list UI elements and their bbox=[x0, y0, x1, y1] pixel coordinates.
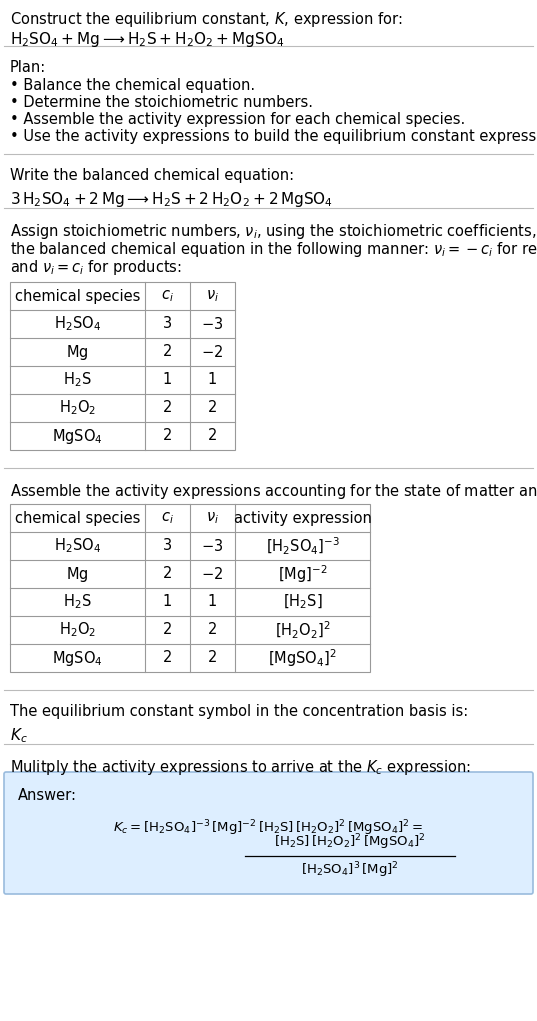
Text: $\mathrm{H_2O_2}$: $\mathrm{H_2O_2}$ bbox=[59, 398, 96, 418]
Text: 2: 2 bbox=[163, 650, 172, 666]
Text: $\mathrm{Mg}$: $\mathrm{Mg}$ bbox=[66, 565, 89, 583]
Text: $[\mathrm{H_2S}]\,[\mathrm{H_2O_2}]^2\,[\mathrm{MgSO_4}]^2$: $[\mathrm{H_2S}]\,[\mathrm{H_2O_2}]^2\,[… bbox=[274, 832, 426, 852]
Text: $\mathrm{H_2SO_4}$: $\mathrm{H_2SO_4}$ bbox=[54, 537, 101, 555]
Text: $\mathrm{MgSO_4}$: $\mathrm{MgSO_4}$ bbox=[52, 427, 103, 445]
FancyBboxPatch shape bbox=[4, 772, 533, 894]
Text: 2: 2 bbox=[163, 623, 172, 637]
Text: the balanced chemical equation in the following manner: $\nu_i = -c_i$ for react: the balanced chemical equation in the fo… bbox=[10, 240, 537, 259]
Text: 2: 2 bbox=[208, 400, 217, 416]
Text: Assign stoichiometric numbers, $\nu_i$, using the stoichiometric coefficients, $: Assign stoichiometric numbers, $\nu_i$, … bbox=[10, 222, 537, 241]
Text: 2: 2 bbox=[163, 429, 172, 443]
Text: $\mathrm{Mg}$: $\mathrm{Mg}$ bbox=[66, 342, 89, 361]
Text: $K_c$: $K_c$ bbox=[10, 726, 28, 744]
Text: $\mathrm{3\,H_2SO_4 + 2\,Mg \longrightarrow H_2S + 2\,H_2O_2 + 2\,MgSO_4}$: $\mathrm{3\,H_2SO_4 + 2\,Mg \longrightar… bbox=[10, 190, 333, 209]
Text: $[\mathrm{H_2S}]$: $[\mathrm{H_2S}]$ bbox=[282, 593, 322, 612]
Bar bbox=[10, 282, 235, 450]
Text: $[\mathrm{MgSO_4}]^2$: $[\mathrm{MgSO_4}]^2$ bbox=[268, 647, 337, 669]
Text: $\nu_i$: $\nu_i$ bbox=[206, 510, 219, 526]
Text: 1: 1 bbox=[163, 373, 172, 388]
Text: $K_c = [\mathrm{H_2SO_4}]^{-3}\,[\mathrm{Mg}]^{-2}\,[\mathrm{H_2S}]\,[\mathrm{H_: $K_c = [\mathrm{H_2SO_4}]^{-3}\,[\mathrm… bbox=[113, 818, 423, 837]
Text: $c_i$: $c_i$ bbox=[161, 288, 174, 304]
Text: 1: 1 bbox=[208, 373, 217, 388]
Text: Plan:: Plan: bbox=[10, 60, 46, 75]
Text: Assemble the activity expressions accounting for the state of matter and $\nu_i$: Assemble the activity expressions accoun… bbox=[10, 482, 537, 501]
Text: Answer:: Answer: bbox=[18, 788, 77, 803]
Text: • Balance the chemical equation.: • Balance the chemical equation. bbox=[10, 78, 255, 93]
Text: Construct the equilibrium constant, $K$, expression for:: Construct the equilibrium constant, $K$,… bbox=[10, 10, 403, 29]
Text: $-3$: $-3$ bbox=[201, 538, 223, 554]
Text: Write the balanced chemical equation:: Write the balanced chemical equation: bbox=[10, 168, 294, 183]
Text: activity expression: activity expression bbox=[234, 510, 372, 526]
Bar bbox=[10, 504, 370, 672]
Text: 1: 1 bbox=[163, 594, 172, 610]
Text: $\mathrm{H_2SO_4}$: $\mathrm{H_2SO_4}$ bbox=[54, 314, 101, 333]
Text: $[\mathrm{H_2SO_4}]^3\,[\mathrm{Mg}]^2$: $[\mathrm{H_2SO_4}]^3\,[\mathrm{Mg}]^2$ bbox=[301, 860, 399, 880]
Text: $\mathrm{H_2O_2}$: $\mathrm{H_2O_2}$ bbox=[59, 621, 96, 639]
Text: and $\nu_i = c_i$ for products:: and $\nu_i = c_i$ for products: bbox=[10, 258, 182, 277]
Text: $c_i$: $c_i$ bbox=[161, 510, 174, 526]
Text: • Use the activity expressions to build the equilibrium constant expression.: • Use the activity expressions to build … bbox=[10, 129, 537, 144]
Text: chemical species: chemical species bbox=[15, 289, 140, 303]
Text: 2: 2 bbox=[163, 400, 172, 416]
Text: Mulitply the activity expressions to arrive at the $K_c$ expression:: Mulitply the activity expressions to arr… bbox=[10, 758, 471, 777]
Text: $\mathrm{MgSO_4}$: $\mathrm{MgSO_4}$ bbox=[52, 648, 103, 668]
Text: The equilibrium constant symbol in the concentration basis is:: The equilibrium constant symbol in the c… bbox=[10, 704, 468, 719]
Text: 2: 2 bbox=[163, 344, 172, 359]
Text: $\nu_i$: $\nu_i$ bbox=[206, 288, 219, 304]
Text: $-2$: $-2$ bbox=[201, 566, 223, 582]
Text: $\mathrm{H_2S}$: $\mathrm{H_2S}$ bbox=[63, 592, 92, 612]
Text: 2: 2 bbox=[163, 567, 172, 582]
Text: $\mathrm{H_2SO_4 + Mg \longrightarrow H_2S + H_2O_2 + MgSO_4}$: $\mathrm{H_2SO_4 + Mg \longrightarrow H_… bbox=[10, 30, 285, 49]
Text: 3: 3 bbox=[163, 317, 172, 332]
Text: $[\mathrm{Mg}]^{-2}$: $[\mathrm{Mg}]^{-2}$ bbox=[278, 564, 327, 585]
Text: 2: 2 bbox=[208, 623, 217, 637]
Text: 1: 1 bbox=[208, 594, 217, 610]
Text: $-3$: $-3$ bbox=[201, 317, 223, 332]
Text: $[\mathrm{H_2O_2}]^2$: $[\mathrm{H_2O_2}]^2$ bbox=[274, 620, 330, 640]
Text: $\mathrm{H_2S}$: $\mathrm{H_2S}$ bbox=[63, 371, 92, 389]
Text: 2: 2 bbox=[208, 429, 217, 443]
Text: 3: 3 bbox=[163, 538, 172, 553]
Text: $-2$: $-2$ bbox=[201, 344, 223, 360]
Text: 2: 2 bbox=[208, 650, 217, 666]
Text: $[\mathrm{H_2SO_4}]^{-3}$: $[\mathrm{H_2SO_4}]^{-3}$ bbox=[266, 535, 339, 556]
Text: chemical species: chemical species bbox=[15, 510, 140, 526]
Text: • Determine the stoichiometric numbers.: • Determine the stoichiometric numbers. bbox=[10, 95, 313, 110]
Text: • Assemble the activity expression for each chemical species.: • Assemble the activity expression for e… bbox=[10, 112, 465, 127]
